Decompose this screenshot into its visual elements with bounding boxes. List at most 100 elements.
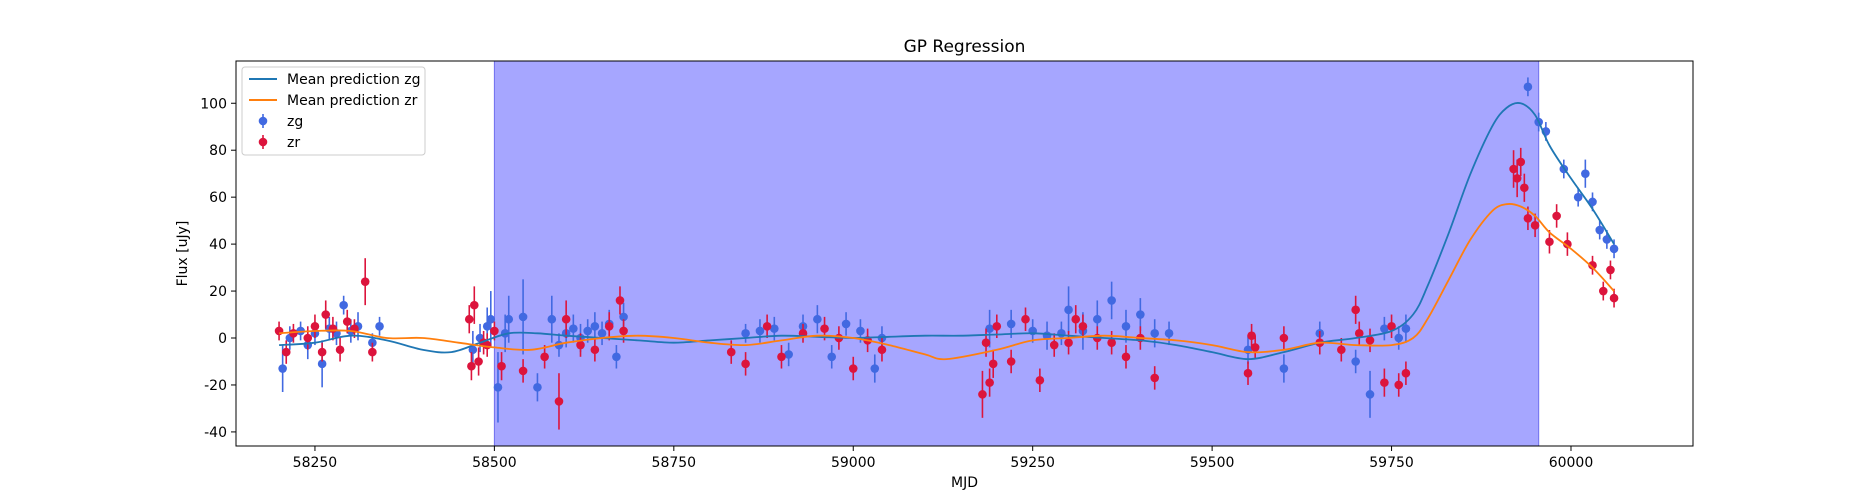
point-zr — [726, 347, 736, 357]
point-zg — [1092, 314, 1102, 324]
point-zg — [1057, 329, 1066, 338]
point-zr — [1606, 265, 1615, 275]
point-zg — [1581, 169, 1590, 178]
point-zg — [1401, 324, 1411, 333]
point-zg — [741, 329, 750, 338]
point-zr — [877, 345, 887, 355]
point-zg — [1588, 197, 1597, 207]
point-zg — [841, 319, 851, 329]
point-zr — [1380, 378, 1389, 387]
y-tick-label: 80 — [209, 143, 227, 159]
point-zg — [1351, 357, 1360, 366]
point-zr — [342, 317, 352, 326]
point-zg — [1523, 82, 1533, 92]
point-zg — [870, 364, 880, 373]
point-zg — [597, 329, 607, 338]
point-zr — [988, 359, 998, 369]
point-zr — [310, 321, 320, 331]
point-zg — [1136, 310, 1145, 319]
point-zr — [1049, 340, 1059, 350]
point-zg — [547, 314, 557, 324]
point-zr — [1563, 239, 1572, 249]
point-zr — [1035, 375, 1045, 385]
legend-label: zr — [287, 135, 300, 151]
y-tick-label: -40 — [204, 425, 227, 441]
point-zg — [278, 364, 287, 373]
point-zr — [1552, 211, 1561, 221]
point-zr — [1107, 338, 1116, 348]
point-zg — [486, 314, 496, 324]
point-zg — [1595, 225, 1604, 235]
line-mean-prediction-zr — [279, 203, 1615, 361]
point-zg — [533, 383, 542, 392]
y-tick-label: 100 — [200, 96, 227, 112]
legend-point-marker — [258, 137, 268, 147]
point-zr — [1598, 286, 1608, 296]
point-zr — [1401, 368, 1411, 378]
point-zr — [1394, 380, 1404, 390]
point-zr — [777, 352, 786, 362]
line-mean-prediction-zg — [279, 102, 1615, 361]
legend-box — [241, 66, 426, 156]
legend-label: Mean prediction zr — [287, 93, 418, 109]
point-zg — [1573, 192, 1583, 202]
point-zr — [554, 397, 564, 406]
point-zg — [504, 314, 514, 324]
point-zr — [1243, 368, 1253, 378]
x-tick-label: 59000 — [831, 455, 876, 471]
point-zr — [328, 324, 338, 333]
point-zr — [981, 338, 991, 348]
point-zg — [813, 314, 822, 324]
point-zr — [360, 277, 370, 286]
x-tick-label: 58500 — [472, 455, 517, 471]
point-zr — [464, 314, 474, 324]
point-zg — [1164, 329, 1174, 338]
point-zr — [992, 321, 1002, 331]
point-zr — [1354, 329, 1364, 338]
point-zr — [317, 347, 327, 357]
point-zg — [518, 312, 528, 322]
y-tick-label: 20 — [209, 284, 227, 300]
point-zg — [619, 312, 628, 322]
point-zr — [303, 333, 313, 343]
x-tick-label: 59250 — [1010, 455, 1055, 471]
point-zr — [1064, 338, 1073, 348]
point-zr — [561, 314, 571, 324]
point-zr — [1021, 314, 1030, 324]
point-zr — [1387, 321, 1396, 331]
point-zr — [368, 347, 377, 357]
point-zr — [1545, 237, 1554, 247]
point-zr — [1509, 164, 1518, 174]
point-zg — [755, 326, 765, 336]
plot-content — [274, 77, 1619, 430]
y-tick-label: 40 — [209, 237, 227, 253]
point-zr — [1078, 321, 1088, 331]
point-zg — [590, 321, 600, 331]
x-tick-label: 58250 — [293, 455, 338, 471]
scatter-series-zr — [274, 147, 1619, 430]
point-zr — [1609, 293, 1619, 303]
legend: Mean prediction zg Mean prediction zr zg zr — [241, 66, 426, 156]
point-zg — [1107, 296, 1116, 305]
point-zg — [1279, 364, 1289, 373]
point-zr — [1523, 213, 1533, 223]
point-zr — [1512, 174, 1522, 183]
y-tick-label: 0 — [218, 331, 227, 347]
point-zg — [1121, 321, 1131, 331]
point-zr — [1351, 305, 1360, 315]
point-zg — [1064, 305, 1073, 315]
point-zg — [1150, 329, 1159, 338]
point-zg — [1006, 319, 1016, 329]
legend-label: zg — [287, 114, 303, 130]
legend-point-marker — [258, 116, 268, 126]
point-zr — [540, 352, 549, 362]
point-zg — [339, 300, 348, 310]
point-zr — [289, 329, 298, 338]
point-zg — [468, 345, 478, 355]
x-tick-label: 60000 — [1549, 455, 1594, 471]
point-zg — [375, 321, 384, 331]
x-tick-label: 58750 — [652, 455, 697, 471]
point-zr — [1365, 336, 1375, 345]
